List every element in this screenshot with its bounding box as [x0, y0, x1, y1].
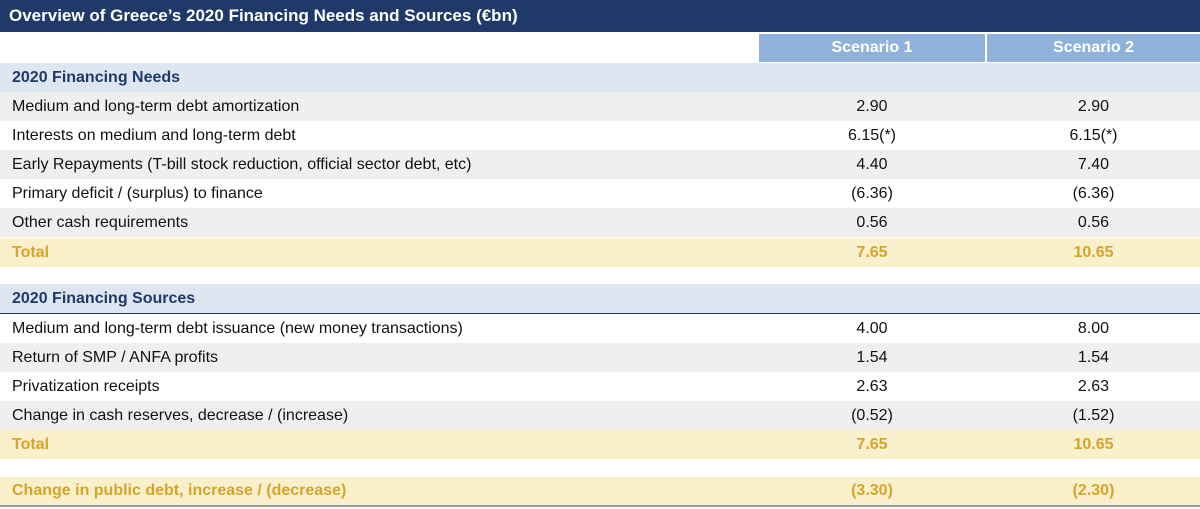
section-header-needs: 2020 Financing Needs: [0, 63, 1200, 93]
table-row: Privatization receipts 2.63 2.63: [0, 372, 1200, 401]
scenario-2-value: 2.63: [1077, 378, 1110, 395]
scenario-1-total: 7.65: [856, 436, 888, 453]
total-row-needs: Total 7.65 10.65: [0, 238, 1200, 267]
table-row: Other cash requirements 0.56 0.56: [0, 208, 1200, 237]
scenario-2-value: 7.40: [1077, 156, 1110, 173]
row-label: Medium and long-term debt amortization: [12, 98, 300, 115]
table-row: Early Repayments (T-bill stock reduction…: [0, 150, 1200, 179]
scenario-1-debt-change: (3.30): [851, 482, 893, 499]
scenario-2-total: 10.65: [1073, 436, 1114, 453]
row-label: Privatization receipts: [12, 378, 160, 395]
scenario-2-value: (1.52): [1072, 407, 1115, 424]
row-label: Return of SMP / ANFA profits: [12, 349, 219, 366]
row-label: Medium and long-term debt issuance (new …: [12, 320, 463, 337]
scenario-1-value: 6.15(*): [847, 127, 897, 144]
section-title: 2020 Financing Needs: [12, 69, 181, 86]
scenario-1-value: 4.40: [856, 156, 888, 173]
total-label: Total: [12, 244, 50, 261]
table-row: Medium and long-term debt amortization 2…: [0, 92, 1200, 121]
scenario-1-value: 4.00: [856, 320, 888, 337]
scenario-1-value: 1.54: [856, 349, 888, 366]
row-label: Interests on medium and long-term debt: [12, 127, 296, 144]
column-header-scenario-1: Scenario 1: [759, 34, 985, 62]
row-label: Primary deficit / (surplus) to finance: [12, 185, 263, 202]
total-row-sources: Total 7.65 10.65: [0, 430, 1200, 459]
table-row: Return of SMP / ANFA profits 1.54 1.54: [0, 343, 1200, 372]
scenario-2-value: 1.54: [1077, 349, 1110, 366]
table-row: Interests on medium and long-term debt 6…: [0, 121, 1200, 150]
table-title: Overview of Greece’s 2020 Financing Need…: [0, 0, 1200, 32]
scenario-2-value: 6.15(*): [1069, 127, 1118, 144]
column-header-scenario-2: Scenario 2: [987, 34, 1200, 62]
scenario-2-total: 10.65: [1073, 244, 1114, 261]
scenario-2-debt-change: (2.30): [1072, 482, 1115, 499]
section-header-sources: 2020 Financing Sources: [0, 284, 1200, 314]
scenario-2-value: 2.90: [1077, 98, 1110, 115]
scenario-1-value: (6.36): [851, 185, 893, 202]
row-label: Early Repayments (T-bill stock reduction…: [12, 156, 472, 173]
scenario-1-value: 2.63: [856, 378, 888, 395]
row-label: Change in cash reserves, decrease / (inc…: [12, 407, 349, 424]
scenario-2-value: 0.56: [1077, 214, 1110, 231]
section-title: 2020 Financing Sources: [12, 290, 196, 307]
scenario-2-value: (6.36): [1072, 185, 1115, 202]
scenario-1-value: 0.56: [856, 214, 888, 231]
total-label: Total: [12, 436, 50, 453]
scenario-1-value: 2.90: [856, 98, 888, 115]
debt-change-row: Change in public debt, increase / (decre…: [0, 477, 1200, 505]
debt-change-label: Change in public debt, increase / (decre…: [12, 482, 347, 499]
table-row: Medium and long-term debt issuance (new …: [0, 314, 1200, 343]
scenario-2-value: 8.00: [1077, 320, 1110, 337]
bottom-divider: [0, 505, 1200, 507]
row-label: Other cash requirements: [12, 214, 189, 231]
scenario-1-value: (0.52): [851, 407, 893, 424]
table-row: Change in cash reserves, decrease / (inc…: [0, 401, 1200, 430]
scenario-1-total: 7.65: [856, 244, 888, 261]
table-row: Primary deficit / (surplus) to finance (…: [0, 179, 1200, 208]
